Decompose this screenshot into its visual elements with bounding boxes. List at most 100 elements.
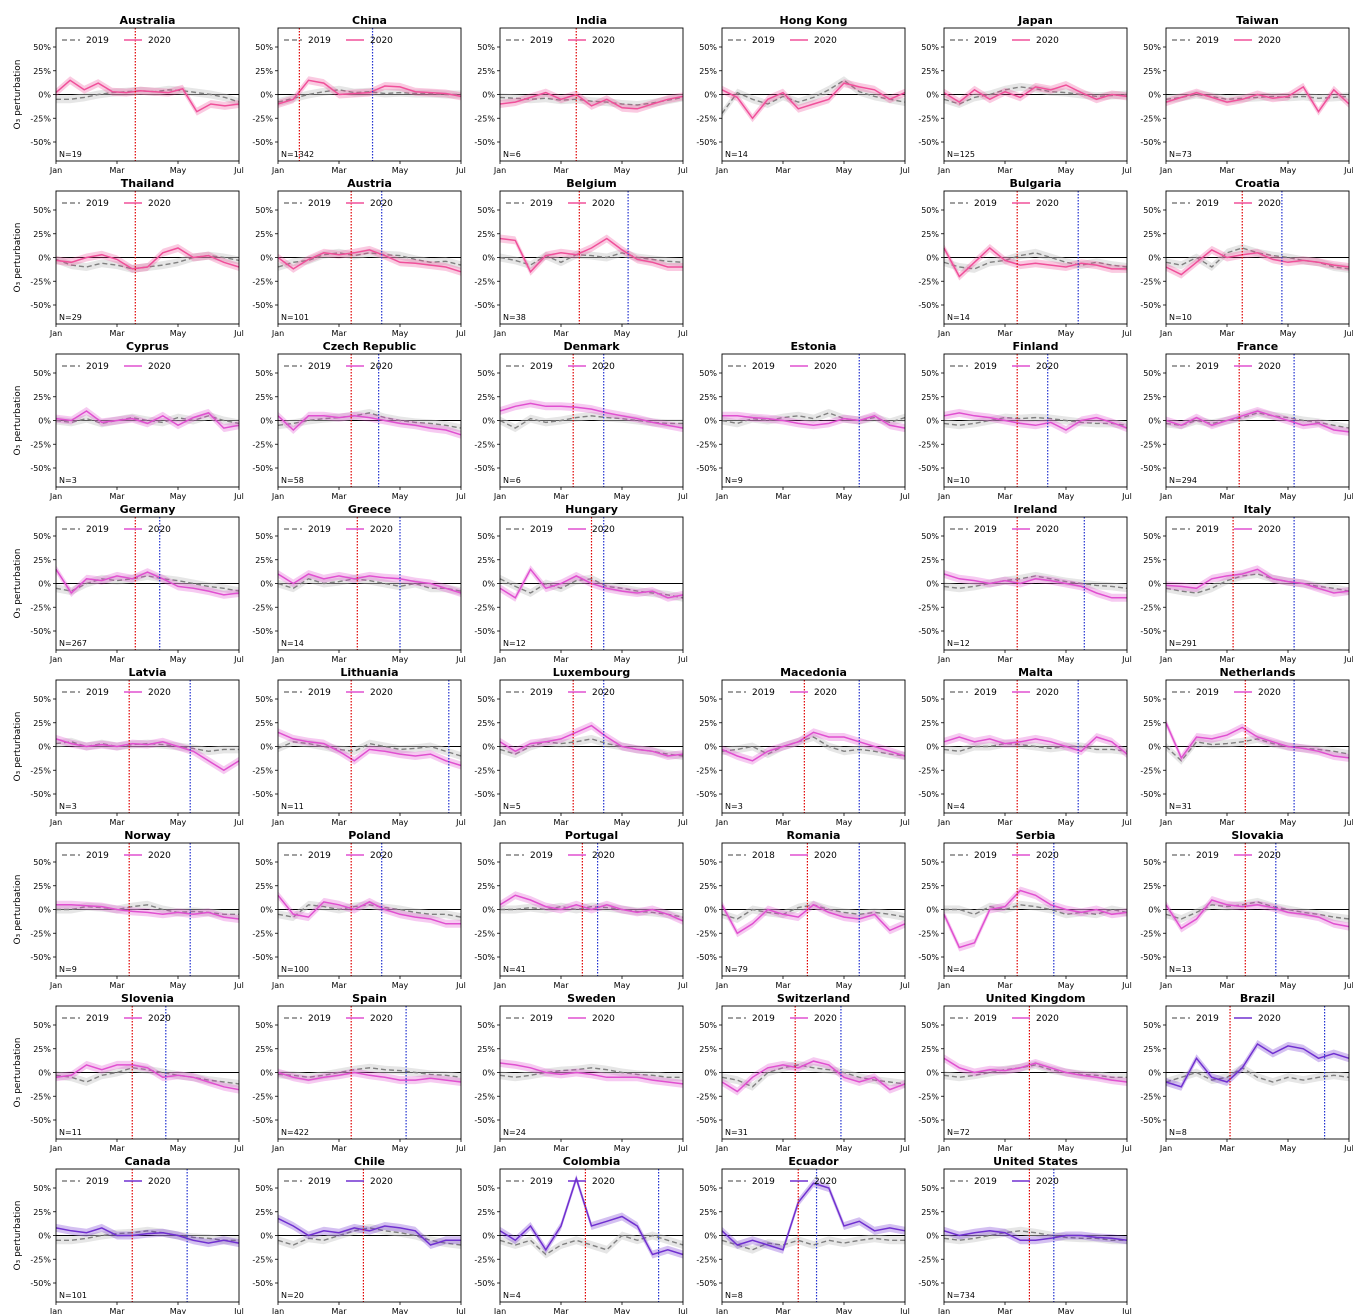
- uncertainty-band: [944, 886, 1127, 952]
- sample-count: N=8: [1169, 1128, 1187, 1137]
- uncertainty-band: [500, 248, 683, 270]
- uncertainty-band: [56, 571, 239, 596]
- sample-count: N=14: [725, 150, 748, 159]
- x-tick-label: Jul: [455, 329, 466, 338]
- x-tick-label: Mar: [109, 981, 125, 990]
- panel-title: Serbia: [1016, 829, 1056, 842]
- panel-belgium: Belgium 50% 25% 0% -25% -50% Jan Mar May Jul 2019 2…: [474, 177, 688, 338]
- sample-count: N=3: [59, 802, 77, 811]
- x-tick-label: Mar: [1219, 166, 1235, 175]
- panel-title: Macedonia: [780, 666, 847, 679]
- series-line-2020: [499, 1062, 684, 1085]
- x-tick-label: Jan: [271, 818, 284, 827]
- y-tick-label: 25%: [33, 556, 51, 565]
- x-tick-label: May: [170, 818, 187, 827]
- sample-count: N=1342: [281, 150, 314, 159]
- x-tick-label: Jan: [1159, 329, 1172, 338]
- y-tick-label: 25%: [921, 393, 939, 402]
- sample-count: N=294: [1169, 476, 1197, 485]
- axes-frame: [55, 516, 240, 651]
- x-tick-label: May: [170, 1307, 187, 1314]
- x-tick-label: Mar: [1219, 818, 1235, 827]
- y-tick-label: 50%: [255, 369, 273, 378]
- series-line-2020: [499, 402, 684, 429]
- y-tick-label: -25%: [30, 1255, 51, 1264]
- sample-count: N=31: [725, 1128, 748, 1137]
- sample-count: N=9: [59, 965, 77, 974]
- legend-label: 2020: [1258, 199, 1281, 209]
- uncertainty-band: [500, 574, 683, 602]
- y-tick-label: 0%: [482, 254, 495, 263]
- y-tick-label: 25%: [33, 1208, 51, 1217]
- series-line-baseline: [943, 742, 1128, 753]
- series-line-baseline: [499, 96, 684, 106]
- y-tick-label: 0%: [482, 1069, 495, 1078]
- y-tick-label: 25%: [921, 719, 939, 728]
- panel-brazil: Brazil 50% 25% 0% -25% -50% Jan Mar May Jul 2019 20…: [1140, 992, 1353, 1153]
- panel-taiwan: Taiwan 50% 25% 0% -25% -50% Jan Mar May Jul 2019 20…: [1140, 14, 1353, 175]
- legend-label: 2020: [1036, 36, 1059, 46]
- series-line-2020: [1165, 568, 1350, 594]
- panel-ireland: Ireland 50% 25% 0% -25% -50% Jan Mar May Jul 2019 2…: [918, 503, 1132, 664]
- series-line-2020: [55, 410, 240, 429]
- y-tick-label: 50%: [921, 858, 939, 867]
- legend-label: 2020: [592, 36, 615, 46]
- x-tick-label: Jul: [677, 981, 688, 990]
- x-tick-label: May: [836, 1307, 853, 1314]
- x-tick-label: Jan: [715, 981, 728, 990]
- series-line-2020: [943, 889, 1128, 949]
- y-tick-label: 0%: [926, 91, 939, 100]
- x-tick-label: May: [614, 655, 631, 664]
- panel-title: Sweden: [567, 992, 616, 1005]
- panel-title: Czech Republic: [323, 340, 417, 353]
- x-tick-label: Jul: [677, 655, 688, 664]
- y-tick-label: 50%: [255, 532, 273, 541]
- series-line-baseline: [55, 575, 240, 592]
- y-tick-label: -25%: [474, 1092, 495, 1101]
- legend-label: 2020: [1258, 362, 1281, 372]
- legend-label: 2020: [1036, 851, 1059, 861]
- x-tick-label: May: [1058, 1307, 1075, 1314]
- x-tick-label: Jul: [1343, 166, 1353, 175]
- uncertainty-band: [944, 244, 1127, 281]
- legend-label: 2020: [148, 851, 171, 861]
- x-tick-label: Jul: [233, 818, 244, 827]
- axes-frame: [1165, 353, 1350, 488]
- uncertainty-band: [56, 85, 239, 107]
- x-tick-label: Jan: [493, 166, 506, 175]
- uncertainty-band: [56, 407, 239, 433]
- y-tick-label: 50%: [921, 369, 939, 378]
- y-tick-label: 25%: [1143, 719, 1161, 728]
- y-tick-label: -25%: [1140, 277, 1161, 286]
- y-tick-label: -50%: [918, 790, 939, 799]
- panel-hungary: Hungary 50% 25% 0% -25% -50% Jan Mar May Jul 2019 2…: [474, 503, 688, 664]
- uncertainty-band: [278, 900, 461, 922]
- x-tick-label: May: [614, 166, 631, 175]
- y-tick-label: 50%: [255, 858, 273, 867]
- x-tick-label: Jan: [271, 655, 284, 664]
- panel-title: China: [352, 14, 387, 27]
- y-tick-label: -25%: [30, 1092, 51, 1101]
- series-line-2020: [499, 237, 683, 274]
- y-tick-label: 0%: [482, 417, 495, 426]
- y-tick-label: 0%: [704, 1232, 717, 1241]
- panel-title: Bulgaria: [1010, 177, 1062, 190]
- panel-ecuador: Ecuador 50% 25% 0% -25% -50% Jan Mar May Jul 2019 2…: [696, 1155, 910, 1314]
- y-tick-label: -25%: [918, 603, 939, 612]
- x-tick-label: May: [1280, 818, 1297, 827]
- x-tick-label: May: [392, 166, 409, 175]
- axes-frame: [55, 1168, 240, 1303]
- series-line-2020: [277, 1071, 462, 1083]
- x-tick-label: May: [392, 329, 409, 338]
- x-tick-label: Jan: [271, 492, 284, 501]
- panel-portugal: Portugal 50% 25% 0% -25% -50% Jan Mar May Jul 2019…: [474, 829, 688, 990]
- x-tick-label: Mar: [109, 1144, 125, 1153]
- sample-count: N=38: [503, 313, 526, 322]
- y-tick-label: 25%: [33, 882, 51, 891]
- y-tick-label: 50%: [477, 369, 495, 378]
- x-tick-label: Jul: [1343, 329, 1353, 338]
- y-tick-label: -50%: [474, 627, 495, 636]
- legend-label: 2020: [370, 199, 393, 209]
- x-tick-label: Jan: [49, 818, 62, 827]
- axes-frame: [55, 1005, 240, 1140]
